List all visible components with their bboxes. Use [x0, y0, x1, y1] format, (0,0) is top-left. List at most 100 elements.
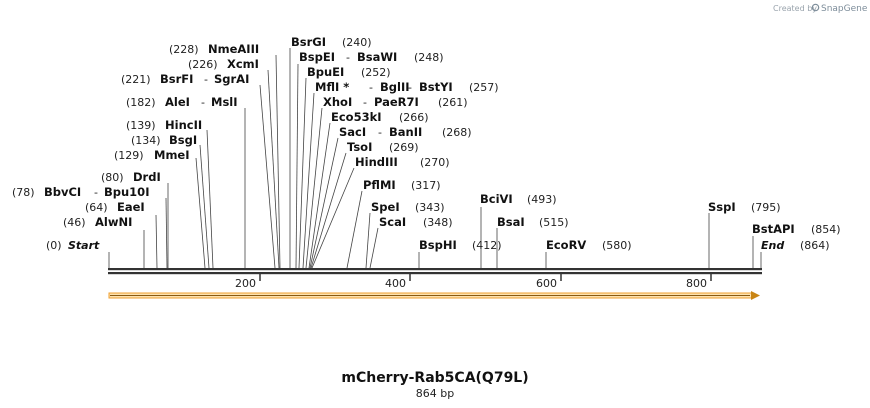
site-alwni-pos: (46)	[63, 216, 86, 229]
site-scai-name[interactable]: ScaI	[379, 215, 406, 229]
tick-label-400: 400	[385, 277, 406, 290]
sequence-backbone	[108, 268, 762, 275]
site-bsrgi-name[interactable]: BsrGI	[291, 35, 326, 49]
site-bsphi-pos: (412)	[472, 239, 502, 252]
site-hindiii-pos: (270)	[420, 156, 450, 169]
site-mfli-sep2: -	[408, 81, 412, 94]
site-bbvci-pos: (78)	[12, 186, 35, 199]
site-bspei-sep: -	[346, 51, 350, 64]
site-bspei-pos: (248)	[414, 51, 444, 64]
site-labels: (0) Start (46) AlwNI (64) EaeI (78) BbvC…	[12, 35, 841, 252]
site-tsoi-pos: (269)	[389, 141, 419, 154]
site-pflmi-pos: (317)	[411, 179, 441, 192]
site-bpuei-name[interactable]: BpuEI	[307, 65, 344, 79]
site-msli-name[interactable]: MslI	[211, 95, 238, 109]
site-bcivi-pos: (493)	[527, 193, 557, 206]
end-label: End	[761, 239, 784, 252]
site-xhoi-sep: -	[363, 96, 367, 109]
site-sgrai-name[interactable]: SgrAI	[214, 72, 249, 86]
site-eaei-name[interactable]: EaeI	[117, 200, 145, 214]
site-bstyi-name[interactable]: BstYI	[419, 80, 453, 94]
site-hincii-name[interactable]: HincII	[165, 118, 202, 132]
snapgene-logo-icon	[811, 3, 820, 12]
site-tsoi-name[interactable]: TsoI	[347, 140, 372, 154]
end-pos: (864)	[800, 239, 830, 252]
site-bsrfi-pos: (221)	[121, 73, 151, 86]
site-mfli-pos: (257)	[469, 81, 499, 94]
site-alei-sep: -	[201, 96, 205, 109]
tick-label-600: 600	[536, 277, 557, 290]
site-xcmi-pos: (226)	[188, 58, 218, 71]
site-sspi-pos: (795)	[751, 201, 781, 214]
site-spei-pos: (343)	[415, 201, 445, 214]
site-xhoi-name[interactable]: XhoI	[323, 95, 352, 109]
site-alei-pos: (182)	[126, 96, 156, 109]
backbone-top-strand	[108, 268, 762, 271]
start-label: Start	[68, 239, 100, 252]
site-bsrfi-sep: -	[204, 73, 208, 86]
site-bsai-name[interactable]: BsaI	[497, 215, 525, 229]
site-mfli-name[interactable]: MflI *	[315, 80, 349, 94]
site-xcmi-name[interactable]: XcmI	[227, 57, 259, 71]
site-pflmi-name[interactable]: PflMI	[363, 178, 396, 192]
leader-mfli	[302, 92, 315, 269]
site-xhoi-pos: (261)	[438, 96, 468, 109]
site-bspei-name[interactable]: BspEI	[299, 50, 335, 64]
site-ecorv-name[interactable]: EcoRV	[546, 238, 586, 252]
site-bcivi-name[interactable]: BciVI	[480, 192, 513, 206]
site-hincii-pos: (139)	[126, 119, 156, 132]
site-bbvci-name[interactable]: BbvCI	[44, 185, 81, 199]
feature-arrow-head-icon	[751, 291, 760, 300]
site-nmeaiii-name[interactable]: NmeAIII	[208, 42, 259, 56]
leader-nmeaiii	[275, 54, 281, 269]
site-bsrfi-name[interactable]: BsrFI	[160, 72, 193, 86]
leader-scai	[369, 227, 379, 269]
site-mmei-name[interactable]: MmeI	[154, 148, 190, 162]
leader-tsoi	[310, 152, 347, 269]
site-mmei-pos: (129)	[114, 149, 144, 162]
site-bstapi-pos: (854)	[811, 223, 841, 236]
site-eco53ki-name[interactable]: Eco53kI	[331, 110, 382, 124]
site-bsphi-name[interactable]: BspHI	[419, 238, 457, 252]
credit-brand: SnapGene	[821, 4, 868, 14]
site-bsgi-pos: (134)	[131, 134, 161, 147]
site-bstapi-name[interactable]: BstAPI	[752, 222, 795, 236]
site-bsawi-name[interactable]: BsaWI	[357, 50, 397, 64]
site-sspi-name[interactable]: SspI	[708, 200, 736, 214]
leader-spei	[365, 212, 371, 269]
start-pos: (0)	[46, 239, 62, 252]
site-mfli-sep1: -	[369, 81, 373, 94]
site-saci-pos: (268)	[442, 126, 472, 139]
snapgene-credit: Created by SnapGene	[773, 3, 868, 14]
site-bglii-name[interactable]: BglII	[380, 80, 410, 94]
feature-arrow[interactable]	[108, 291, 760, 300]
site-bpuei-pos: (252)	[361, 66, 391, 79]
site-bpu10i-name[interactable]: Bpu10I	[104, 185, 149, 199]
site-eaei-pos: (64)	[85, 201, 108, 214]
tick-label-800: 800	[686, 277, 707, 290]
leader-hindiii	[311, 167, 355, 269]
site-drdi-pos: (80)	[101, 171, 124, 184]
site-banii-name[interactable]: BanII	[389, 125, 422, 139]
site-hindiii-name[interactable]: HindIII	[355, 155, 398, 169]
leader-eco53ki	[308, 122, 331, 269]
leader-bsrfi	[259, 84, 276, 269]
site-drdi-name[interactable]: DrdI	[133, 170, 161, 184]
map-title: mCherry-Rab5CA(Q79L)	[341, 370, 528, 386]
leader-bpuei	[298, 77, 307, 269]
site-alei-name[interactable]: AleI	[165, 95, 190, 109]
site-alwni-name[interactable]: AlwNI	[95, 215, 132, 229]
site-saci-sep: -	[378, 126, 382, 139]
site-saci-name[interactable]: SacI	[339, 125, 366, 139]
leader-bbvci	[165, 197, 168, 269]
site-paer7i-name[interactable]: PaeR7I	[374, 95, 419, 109]
site-spei-name[interactable]: SpeI	[371, 200, 400, 214]
site-bbvci-sep: -	[94, 186, 98, 199]
site-bsgi-name[interactable]: BsgI	[169, 133, 197, 147]
leader-mmei	[195, 157, 206, 269]
ruler: 200 400 600 800	[235, 274, 712, 290]
leader-eaei	[155, 214, 158, 269]
site-bsai-pos: (515)	[539, 216, 569, 229]
backbone-bottom-strand	[108, 272, 762, 275]
